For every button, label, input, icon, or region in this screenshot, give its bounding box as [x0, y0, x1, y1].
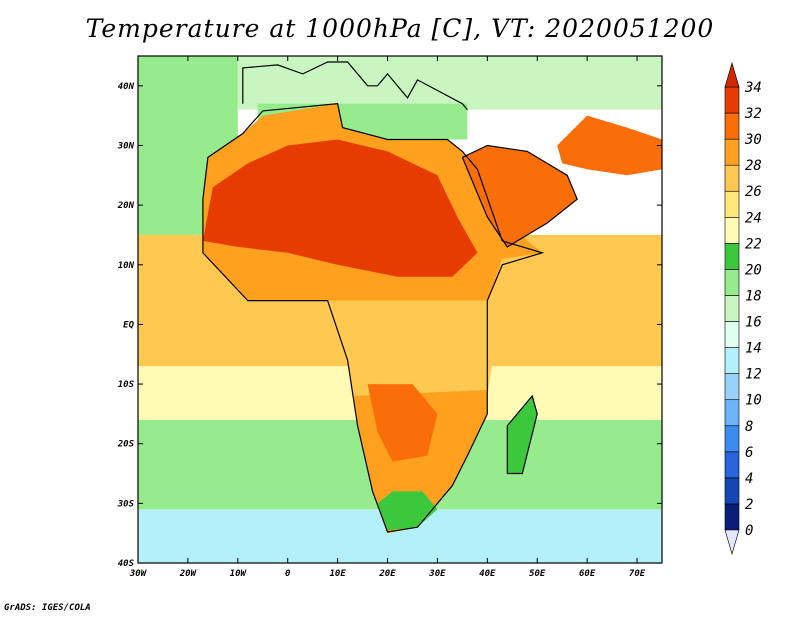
lat-tick-label: 40S: [118, 559, 135, 569]
colorbar-label: 6: [745, 445, 753, 461]
lon-tick-label: 40E: [479, 569, 496, 579]
colorbar-label: 18: [745, 288, 762, 304]
colorbar-bin: [724, 269, 740, 296]
lon-tick-label: 30E: [428, 569, 446, 579]
lon-tick-label: 10E: [329, 569, 346, 579]
region-madagascar: [507, 396, 538, 474]
colorbar-bin: [724, 86, 740, 114]
region-kalahari-hot: [367, 384, 438, 462]
colorbar-under-arrow: [724, 529, 740, 556]
colorbar-label: 32: [744, 106, 762, 122]
lat-tick-label: 30S: [117, 499, 135, 509]
region-central-africa: [327, 252, 543, 396]
colorbar-bin: [724, 373, 740, 401]
colorbar-label: 0: [745, 523, 753, 539]
colorbar-bin: [724, 243, 740, 270]
colorbar-bin: [724, 295, 740, 322]
colorbar-bin: [724, 164, 740, 192]
colorbar-bin: [724, 138, 740, 166]
madagascar-coast: [506, 394, 538, 475]
colorbar-over-arrow: [724, 61, 740, 88]
colorbar-bin: [724, 216, 740, 244]
lat-tick-label: 10N: [118, 261, 135, 271]
colorbar-bin: [724, 399, 740, 427]
lat-tick-label: EQ: [123, 320, 134, 330]
colorbar-bin: [724, 112, 740, 140]
lat-tick-label: 20N: [117, 201, 135, 211]
lat-tick-label: 10S: [118, 380, 135, 390]
colorbar-label: 2: [745, 497, 753, 513]
colorbar-label: 26: [745, 184, 762, 200]
lon-tick-label: 50E: [529, 569, 546, 579]
colorbar-label: 16: [745, 315, 762, 331]
credit-text: GrADS: IGES/COLA: [4, 603, 91, 613]
region-sahara-hot: [202, 139, 478, 277]
colorbar-label: 14: [745, 341, 762, 357]
region-europe: [237, 56, 662, 110]
colorbar-label: 28: [745, 158, 762, 174]
colorbar-label: 8: [745, 419, 753, 435]
lat-tick-label: 20S: [117, 440, 135, 450]
europe-coast: [242, 61, 468, 111]
colorbar-bin: [724, 425, 740, 453]
lon-tick-label: 20E: [378, 569, 396, 579]
colorbar-label: 24: [745, 210, 762, 226]
arabia-coast: [461, 144, 578, 248]
lat-tick-label: 40N: [118, 82, 135, 92]
coastlines: [202, 61, 578, 533]
africa-coast: [202, 103, 545, 533]
colorbar-label: 12: [745, 367, 762, 383]
colorbar-label: 22: [745, 236, 762, 252]
lon-tick-label: 60E: [579, 569, 596, 579]
colorbar-label: 34: [744, 80, 762, 96]
lon-tick-label: 70E: [629, 569, 646, 579]
colorbar-label: 30: [744, 132, 762, 148]
colorbar-bin: [724, 451, 740, 479]
map-title: Temperature at 1000hPa [C], VT: 20200512…: [85, 14, 715, 43]
colorbar-bin: [724, 477, 740, 505]
colorbar-bin: [724, 190, 740, 218]
colorbar-label: 10: [745, 393, 762, 409]
plot-frame: [137, 55, 663, 564]
colorbar-bin: [724, 503, 740, 531]
temperature-field: [138, 56, 662, 563]
lon-tick-label: 30W: [129, 569, 148, 579]
colorbar-bin: [724, 321, 740, 348]
lon-tick-label: 20W: [179, 569, 198, 579]
region-iran-hot: [557, 115, 662, 176]
colorbar-label: 20: [745, 262, 762, 278]
colorbar-label: 4: [745, 471, 753, 487]
lon-tick-label: 0: [285, 569, 291, 579]
lat-tick-label: 30N: [117, 141, 135, 151]
colorbar-bin: [724, 347, 740, 374]
lon-tick-label: 10W: [230, 569, 248, 579]
